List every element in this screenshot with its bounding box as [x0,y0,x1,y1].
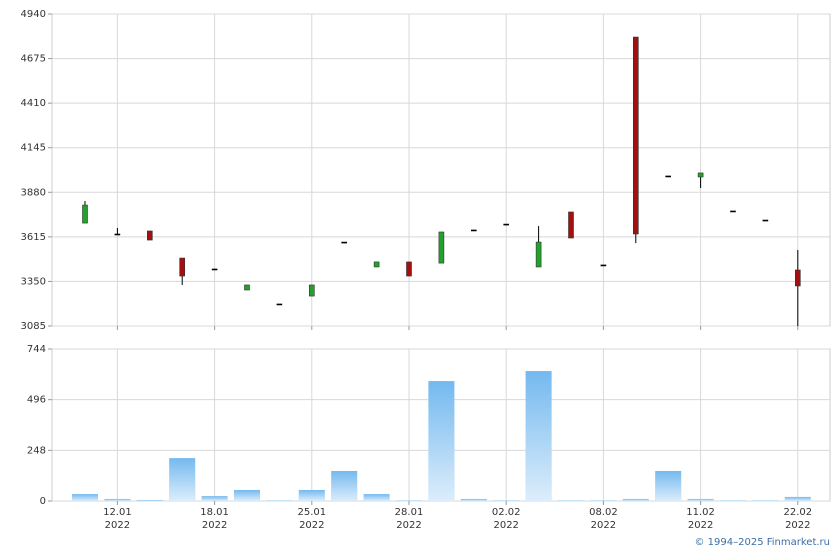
candle-body [82,204,88,224]
x-tick-year: 2022 [299,520,324,531]
volume-bar-shade [234,489,260,501]
candle-body [503,223,510,226]
volume-bar-shade [331,470,358,501]
x-tick-year: 2022 [396,520,421,531]
y-tick-label: 3880 [21,187,46,198]
y-tick-label: 496 [27,395,46,406]
y-tick-label: 4410 [21,98,46,109]
candle-body [406,261,412,277]
volume-bar-shade [752,500,779,501]
candle-body [600,264,607,267]
candle-body [568,211,574,239]
plot-area [51,13,831,327]
volume-bar-shade [169,458,196,501]
candle-body [697,172,704,178]
x-tick-label: 22.02 [783,507,812,518]
x-tick-label: 11.02 [686,507,715,518]
copyright-link[interactable]: © 1994–2025 Finmarket.ru [694,537,830,548]
candle-body [730,210,736,213]
volume-bar-shade [72,494,98,501]
y-tick-label: 4675 [21,54,46,65]
x-tick-year: 2022 [493,520,518,531]
x-tick-year: 2022 [688,520,713,531]
volume-bar-shade [687,498,714,501]
x-tick-label: 02.02 [492,507,521,518]
y-tick-label: 4145 [21,143,46,154]
x-tick-label: 12.01 [103,507,132,518]
y-tick-label: 744 [27,344,46,355]
volume-bar-shade [493,500,520,501]
y-tick-label: 3350 [21,276,46,287]
volume-bar-shade [396,500,422,501]
candle-body [179,257,185,277]
candle-body [147,230,153,241]
candle-body [762,219,769,222]
x-tick-label: 25.01 [297,507,326,518]
candle-body [470,229,477,232]
volume-bar-shade [784,496,811,501]
volume-bar-shade [104,498,131,501]
candle-body [373,261,380,268]
volume-bar-shade [622,498,649,501]
volume-bar-shade [266,500,293,501]
candle-body [794,269,801,287]
volume-bar-shade [460,498,487,501]
volume-bar-shade [720,500,746,501]
volume-bar-shade [655,470,682,501]
x-tick-label: 08.02 [589,507,618,518]
candle-body [341,241,348,244]
candle-body [244,284,250,291]
x-tick-year: 2022 [785,520,810,531]
candle-body [535,241,542,268]
y-tick-label: 4940 [21,9,46,20]
y-tick-label: 3085 [21,321,46,332]
y-tick-label: 248 [27,445,46,456]
volume-bar-shade [558,500,584,501]
y-tick-label: 3615 [21,232,46,243]
candle-body [211,268,218,271]
candle-body [308,284,315,297]
x-tick-year: 2022 [591,520,616,531]
volume-bar-shade [428,381,455,501]
volume-bar-shade [363,494,390,501]
volume-bar-shade [590,500,617,501]
candle-body [438,231,445,264]
volume-bar-shade [298,489,325,501]
x-tick-year: 2022 [202,520,227,531]
x-tick-year: 2022 [105,520,130,531]
candle-body [632,36,639,235]
volume-bar-shade [136,499,163,501]
candle-body [665,175,672,178]
volume-bar-shade [525,371,552,501]
x-tick-label: 18.01 [200,507,229,518]
candle-body [276,303,283,306]
candle-body [114,233,121,236]
x-tick-label: 28.01 [395,507,424,518]
y-tick-label: 0 [40,496,46,507]
volume-bar-shade [201,496,228,501]
